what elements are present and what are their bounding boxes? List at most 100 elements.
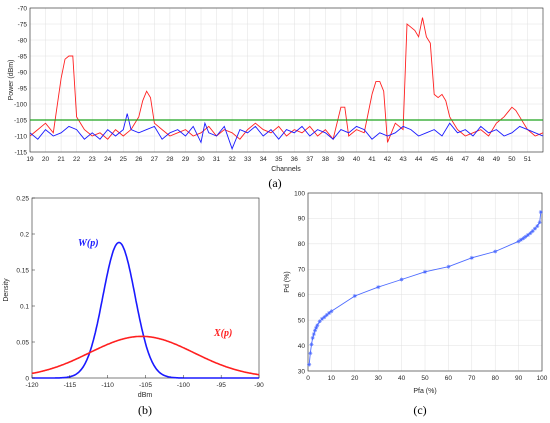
chart-a-ytick-label: -95 [18,85,28,92]
chart-c-point [313,328,318,333]
chart-a-series-group [29,17,544,151]
chart-c-ytick-label: 50 [298,317,306,324]
chart-b-annotation-wp: W(p) [78,238,99,249]
chart-a-xtick-label: 46 [446,156,454,163]
chart-c-xtick-label: 40 [398,375,406,382]
chart-c-point [322,315,327,320]
chart-a-xtick-label: 27 [151,156,159,163]
chart-a-xtick-label: 30 [197,156,205,163]
chart-a-xtick-label: 39 [337,156,345,163]
chart-c-xtick-label: 0 [306,375,310,382]
chart-c-point [446,264,451,269]
chart-a-ytick-label: -90 [18,69,28,76]
chart-c-ytick-label: 30 [298,368,306,375]
chart-c-point [311,332,316,337]
chart-c-ytick-label: 60 [298,292,306,299]
chart-c-point [521,236,526,241]
chart-c-point [310,335,315,340]
chart-b-ytick-label: 0.05 [16,339,29,346]
chart-b-ylabel: Density [3,278,10,302]
chart-b-xtick-label: -115 [64,382,77,389]
chart-c-xtick-label: 100 [537,375,548,382]
chart-c: 0 10 20 30 40 50 60 70 80 90 10030405060708090100 … [284,190,548,417]
chart-c-point [329,309,334,314]
chart-a-ytick-label: -85 [18,53,28,60]
chart-a-xtick-label: 34 [260,156,268,163]
panel-label-b: (b) [138,403,152,417]
chart-c-point [320,316,325,321]
chart-a-ylabel: Power (dBm) [8,60,15,101]
chart-b-xtick-label: -90 [254,382,264,389]
chart-a-xtick-label: 41 [368,156,376,163]
chart-b-xtick-label: -110 [101,382,114,389]
chart-c-xtick-label: 80 [492,375,500,382]
chart-a-series-blue [29,113,544,151]
chart-b-xtick-label: -100 [177,382,190,389]
chart-b-ytick-label: 0.2 [20,231,29,238]
chart-a-xtick-label: 37 [306,156,314,163]
chart-c-point [315,323,320,328]
chart-c-xtick-label: 20 [351,375,359,382]
chart-a-xtick-label: 31 [213,156,221,163]
chart-b: -120 -115 -110 -105 -100 -95 -90 0 0.05 0.1 0.15 0.… [3,195,264,417]
chart-c-xtick-label: 10 [328,375,336,382]
chart-a-xtick-label: 51 [524,156,532,163]
chart-c-point [317,319,322,324]
chart-a-xtick-label: 22 [73,156,81,163]
chart-c-point [324,313,329,318]
chart-a-xtick-label: 20 [42,156,50,163]
chart-b-xtick-label: -105 [139,382,152,389]
chart-c-xtick-label: 30 [375,375,383,382]
chart-a-xtick-label: 49 [493,156,501,163]
chart-a-xtick-label: 44 [415,156,423,163]
chart-a-xtick-label: 33 [244,156,252,163]
chart-c-point [307,362,312,367]
chart-c-point [528,231,533,236]
chart-c-point [537,220,542,225]
chart-a-xtick-label: 40 [353,156,361,163]
chart-a-ytick-label: -115 [14,149,27,156]
chart-c-point [308,351,313,356]
chart-c-point [523,234,528,239]
panel-label-c: (c) [413,403,426,417]
chart-b-ytick-label: 0.15 [16,267,29,274]
chart-a-ytick-label: -75 [18,21,28,28]
chart-b-series-xp [31,335,260,376]
chart-b-plot-area [31,197,260,379]
chart-c-point [327,311,332,316]
chart-c-point [423,269,427,274]
chart-a-xtick-label: 23 [89,156,97,163]
chart-c-point [376,285,381,290]
chart-a-xtick-label: 45 [431,156,439,163]
chart-a: 19 20 21 22 23 24 25 26 27 28 29 30 31 32 33 34 35 36 37 38… [8,5,544,190]
chart-a-ytick-label: -70 [18,5,28,12]
chart-a-ytick-label: -100 [14,101,27,108]
chart-a-xtick-label: 26 [135,156,143,163]
chart-c-point [309,342,314,347]
chart-c-point [530,229,535,234]
panel-label-a: (a) [268,176,281,190]
chart-a-xtick-label: 24 [104,156,112,163]
chart-c-xtick-label: 90 [515,375,523,382]
chart-c-point [525,232,530,237]
chart-a-plot-area [29,7,544,153]
chart-c-point [538,210,543,215]
chart-a-xtick-label: 38 [322,156,330,163]
chart-c-plot-area [307,192,543,372]
chart-c-point [314,325,319,330]
chart-c-ytick-label: 90 [298,216,306,223]
chart-c-point [516,239,521,244]
chart-c-point [469,255,474,260]
chart-c-point [518,237,523,242]
chart-a-xtick-label: 21 [57,156,65,163]
chart-a-xtick-label: 36 [291,156,299,163]
chart-c-point [399,277,404,282]
chart-b-xlabel: dBm [138,392,153,399]
chart-a-xtick-label: 28 [166,156,174,163]
chart-a-xtick-label: 48 [477,156,485,163]
chart-a-ytick-label: -105 [14,117,27,124]
chart-c-point [532,226,537,231]
chart-b-ticks: -120 -115 -110 -105 -100 -95 -90 0 0.05 0.1 0.15 0.… [16,195,264,389]
chart-a-xtick-label: 19 [26,156,34,163]
